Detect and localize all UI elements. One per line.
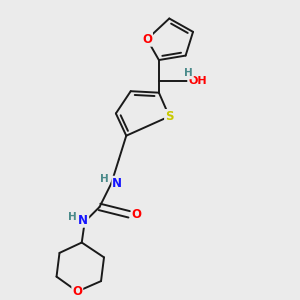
Text: H: H	[100, 174, 108, 184]
Text: OH: OH	[188, 76, 207, 86]
Text: H: H	[184, 68, 193, 78]
Text: O: O	[72, 285, 82, 298]
Text: O: O	[142, 33, 152, 46]
Text: S: S	[165, 110, 173, 123]
Text: H: H	[68, 212, 77, 222]
Text: N: N	[112, 177, 122, 190]
Text: N: N	[78, 214, 88, 227]
Text: O: O	[132, 208, 142, 221]
